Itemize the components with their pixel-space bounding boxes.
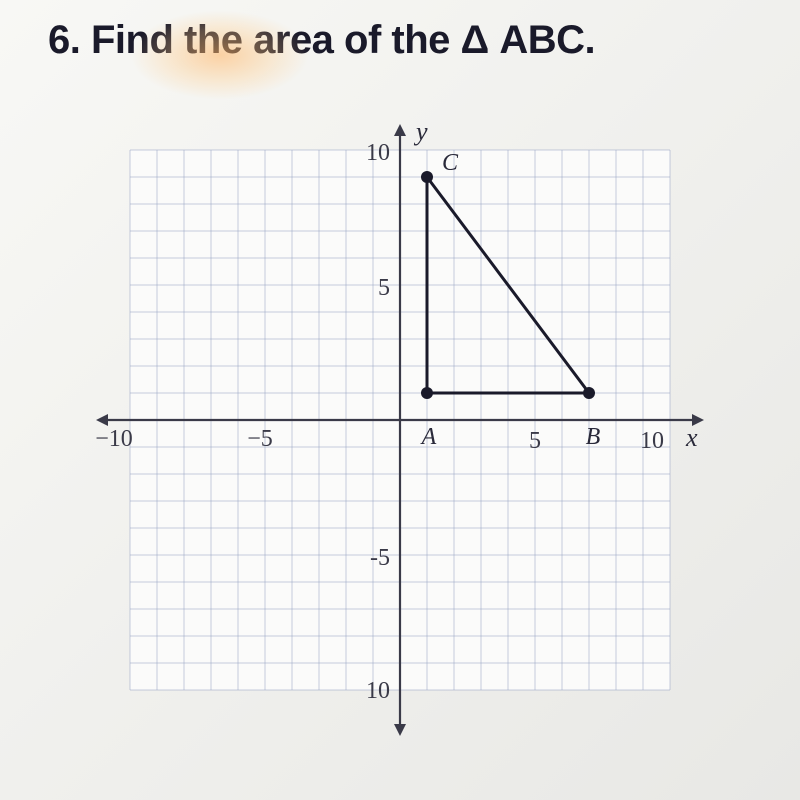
tick-y-neg5: -5	[370, 545, 390, 571]
x-axis-arrow-left	[96, 414, 108, 426]
tick-x-neg10: −10	[95, 426, 133, 452]
y-axis-arrow-down	[394, 724, 406, 736]
tick-x-pos10: 10	[640, 428, 664, 454]
label-C: C	[442, 150, 459, 176]
vertex-A	[421, 387, 433, 399]
y-axis-arrow-up	[394, 124, 406, 136]
coordinate-graph: y x −10 −5 5 10 10 5 -5 10 A B C	[90, 120, 710, 740]
tick-y-pos10: 10	[366, 140, 390, 166]
vertex-C	[421, 171, 433, 183]
x-axis-label: x	[685, 423, 698, 452]
question-prompt: Find the area of the Δ ABC.	[91, 18, 595, 62]
question-text: 6. Find the area of the Δ ABC.	[48, 18, 595, 63]
graph-svg: y x −10 −5 5 10 10 5 -5 10 A B C	[90, 120, 710, 740]
vertex-B	[583, 387, 595, 399]
label-A: A	[420, 424, 437, 450]
y-axis-label: y	[413, 120, 428, 146]
tick-x-neg5: −5	[247, 426, 273, 452]
question-number: 6.	[48, 18, 80, 62]
label-B: B	[586, 424, 601, 450]
tick-y-neg10: 10	[366, 678, 390, 704]
tick-x-pos5: 5	[529, 428, 541, 454]
tick-y-pos5: 5	[378, 275, 390, 301]
